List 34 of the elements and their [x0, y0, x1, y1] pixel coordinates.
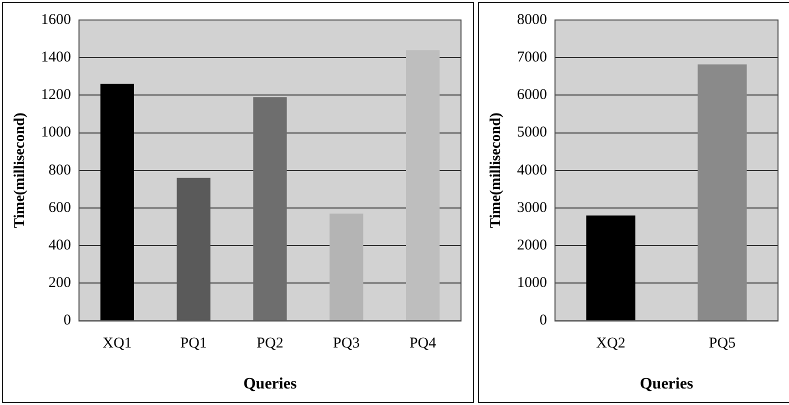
y-tick-label: 1200 [41, 87, 71, 104]
y-tick-label: 200 [48, 275, 71, 292]
y-axis-title: Time(millisecond) [12, 112, 28, 228]
x-tick-label: PQ3 [333, 336, 360, 352]
x-tick-label: XQ2 [596, 336, 626, 352]
y-tick-label: 7000 [517, 50, 547, 66]
y-tick-label: 1400 [41, 50, 71, 66]
y-tick-label: 600 [48, 200, 71, 216]
bar [406, 50, 440, 320]
y-tick-label: 5000 [517, 124, 547, 141]
bar [176, 178, 210, 320]
bar [253, 97, 287, 320]
x-tick-label: PQ4 [409, 336, 437, 352]
y-tick-label: 8000 [517, 12, 547, 28]
x-tick-label: PQ2 [256, 336, 284, 352]
y-axis-title: Time(millisecond) [488, 112, 504, 228]
bar [100, 84, 134, 320]
y-tick-label: 1000 [517, 275, 547, 292]
y-tick-label: 0 [540, 312, 547, 329]
x-tick-label: XQ1 [102, 336, 132, 352]
y-tick-label: 800 [48, 162, 71, 178]
y-tick-label: 1000 [41, 124, 71, 141]
y-tick-label: 6000 [517, 87, 547, 104]
x-axis-title: Queries [243, 376, 297, 393]
y-tick-label: 3000 [517, 200, 547, 216]
y-tick-label: 400 [48, 238, 71, 254]
bar [330, 214, 364, 320]
y-tick-label: 2000 [517, 238, 547, 254]
y-tick-label: 1600 [41, 12, 71, 28]
x-tick-label: PQ1 [180, 336, 207, 352]
x-tick-label: PQ5 [708, 336, 736, 352]
x-axis-title: Queries [640, 376, 694, 393]
y-tick-label: 0 [64, 312, 71, 329]
y-tick-label: 4000 [517, 162, 547, 178]
